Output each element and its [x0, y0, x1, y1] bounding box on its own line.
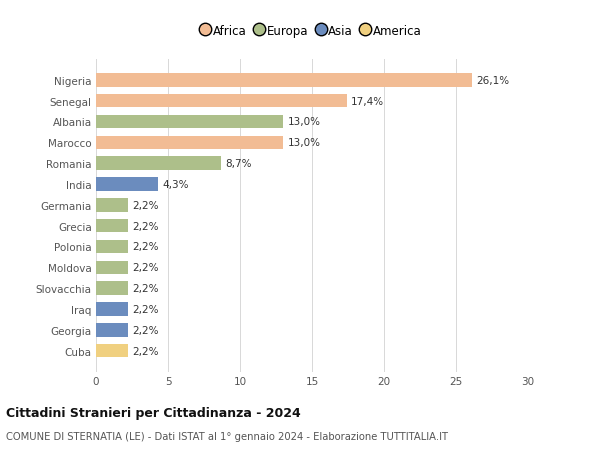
- Bar: [96, 323, 128, 337]
- Bar: [96, 74, 472, 87]
- Bar: [96, 261, 128, 274]
- Text: 26,1%: 26,1%: [476, 76, 509, 85]
- Text: 4,3%: 4,3%: [162, 179, 189, 190]
- Bar: [96, 199, 128, 212]
- Text: 13,0%: 13,0%: [287, 138, 320, 148]
- Legend: Africa, Europa, Asia, America: Africa, Europa, Asia, America: [202, 25, 422, 38]
- Text: Cittadini Stranieri per Cittadinanza - 2024: Cittadini Stranieri per Cittadinanza - 2…: [6, 406, 301, 419]
- Bar: [96, 157, 221, 170]
- Bar: [96, 178, 158, 191]
- Bar: [96, 302, 128, 316]
- Text: 2,2%: 2,2%: [132, 325, 158, 335]
- Text: COMUNE DI STERNATIA (LE) - Dati ISTAT al 1° gennaio 2024 - Elaborazione TUTTITAL: COMUNE DI STERNATIA (LE) - Dati ISTAT al…: [6, 431, 448, 442]
- Bar: [96, 136, 283, 150]
- Text: 2,2%: 2,2%: [132, 284, 158, 293]
- Bar: [96, 240, 128, 254]
- Bar: [96, 95, 347, 108]
- Text: 2,2%: 2,2%: [132, 200, 158, 210]
- Bar: [96, 282, 128, 295]
- Text: 2,2%: 2,2%: [132, 346, 158, 356]
- Text: 2,2%: 2,2%: [132, 221, 158, 231]
- Text: 17,4%: 17,4%: [351, 96, 384, 106]
- Text: 8,7%: 8,7%: [226, 159, 252, 169]
- Bar: [96, 219, 128, 233]
- Text: 2,2%: 2,2%: [132, 263, 158, 273]
- Bar: [96, 344, 128, 358]
- Text: 13,0%: 13,0%: [287, 117, 320, 127]
- Bar: [96, 115, 283, 129]
- Text: 2,2%: 2,2%: [132, 242, 158, 252]
- Text: 2,2%: 2,2%: [132, 304, 158, 314]
